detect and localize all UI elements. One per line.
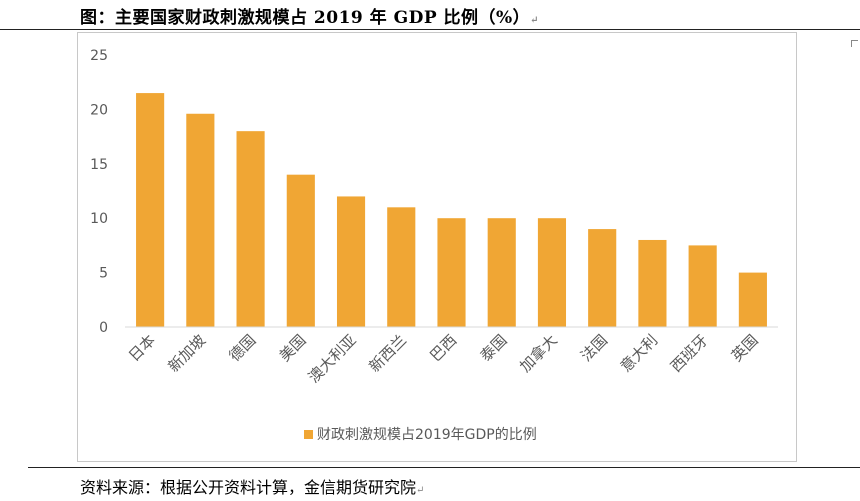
bar xyxy=(437,218,466,327)
x-tick-label: 澳大利亚 xyxy=(305,331,360,386)
bar xyxy=(487,218,516,327)
x-tick-label: 英国 xyxy=(728,331,762,365)
x-tick-label: 美国 xyxy=(276,331,310,365)
legend-swatch xyxy=(304,430,313,439)
table-corner-mark xyxy=(851,40,858,47)
bar-series xyxy=(136,93,767,327)
y-axis: 0 5 10 15 20 25 xyxy=(90,48,108,336)
bottom-rule xyxy=(28,467,860,468)
bar xyxy=(336,196,366,327)
x-tick-label: 法国 xyxy=(577,331,611,365)
bar-chart: 0 5 10 15 20 25 日本 新加坡 德国 美国澳大利亚 新西兰 巴西 泰国 加拿大 法国 意大利西… xyxy=(90,48,778,443)
bar xyxy=(286,174,315,327)
legend: 财政刺激规模占2019年GDP的比例 xyxy=(304,426,537,443)
x-tick-label: 意大利 xyxy=(617,331,662,376)
source-note-text: 资料来源：根据公开资料计算，金信期货研究院 xyxy=(80,478,417,497)
y-tick-label: 5 xyxy=(99,266,108,282)
bar xyxy=(387,207,416,327)
paragraph-mark: ↵ xyxy=(416,485,425,496)
y-tick-label: 15 xyxy=(90,157,108,173)
x-tick-label: 新加坡 xyxy=(165,331,210,376)
bar xyxy=(136,93,165,327)
bar xyxy=(738,272,767,327)
x-tick-label: 日本 xyxy=(125,331,159,365)
figure-title-text: 图：主要国家财政刺激规模占 2019 年 GDP 比例（%） xyxy=(80,8,531,28)
y-tick-label: 25 xyxy=(90,48,108,64)
bar xyxy=(186,113,215,327)
bar xyxy=(236,131,265,327)
x-tick-label: 新西兰 xyxy=(366,331,411,376)
x-tick-label: 加拿大 xyxy=(516,331,561,376)
bar xyxy=(688,245,717,327)
figure-title: 图：主要国家财政刺激规模占 2019 年 GDP 比例（%）↵ xyxy=(80,3,539,28)
y-tick-label: 10 xyxy=(90,211,108,227)
source-note: 资料来源：根据公开资料计算，金信期货研究院↵ xyxy=(80,474,424,498)
chart-frame: 0 5 10 15 20 25 日本 新加坡 德国 美国 澳大利亚 新西兰 巴西 泰国 加拿大 法国 意大利西… xyxy=(77,32,797,462)
bar xyxy=(638,239,667,327)
top-rule xyxy=(0,29,860,30)
x-tick-label: 德国 xyxy=(225,331,259,365)
y-tick-label: 0 xyxy=(99,320,108,336)
paragraph-mark: ↵ xyxy=(530,15,540,26)
x-tick-label: 巴西 xyxy=(426,331,460,365)
x-tick-label: 泰国 xyxy=(477,331,511,365)
bar xyxy=(588,229,617,327)
x-tick-label: 西班牙 xyxy=(667,331,712,376)
bar xyxy=(537,218,567,327)
y-tick-label: 20 xyxy=(90,102,108,118)
legend-label: 财政刺激规模占2019年GDP的比例 xyxy=(317,426,537,443)
